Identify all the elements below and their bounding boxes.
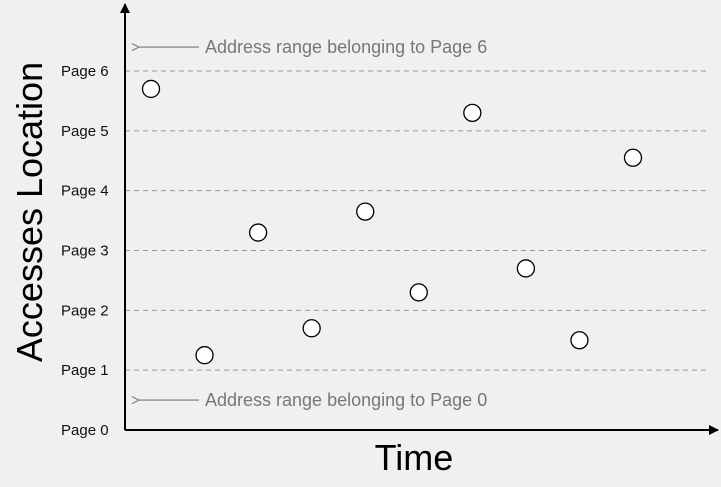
y-tick-label: Page 6 [61,63,109,80]
x-axis-title: Time [375,437,454,478]
data-point [409,283,428,302]
y-tick-label: Page 5 [61,123,109,140]
y-tick-label: Page 2 [61,302,109,319]
data-point [141,79,161,99]
annotation-label: Address range belonging to Page 0 [205,390,487,410]
grid-lines [125,70,706,371]
y-tick-labels: Page 0 Page 1 Page 2 Page 3 Page 4 Page 5 Page… [61,63,109,439]
y-tick-label: Page 1 [61,362,109,379]
data-point [248,223,268,242]
data-point [463,103,482,123]
y-axis-title: Accesses Location [9,62,50,362]
data-point [516,259,536,278]
annotations: Address range belonging to Page 6 Address… [139,37,487,410]
annotation-label: Address range belonging to Page 6 [205,37,487,57]
data-point [302,319,321,338]
data-point [623,148,643,167]
y-tick-label: Page 0 [61,422,109,439]
data-point [570,331,589,350]
data-point [195,346,214,365]
y-tick-label: Page 3 [61,243,109,260]
data-point [356,202,375,221]
y-tick-label: Page 4 [61,183,109,200]
data-points [141,79,643,365]
